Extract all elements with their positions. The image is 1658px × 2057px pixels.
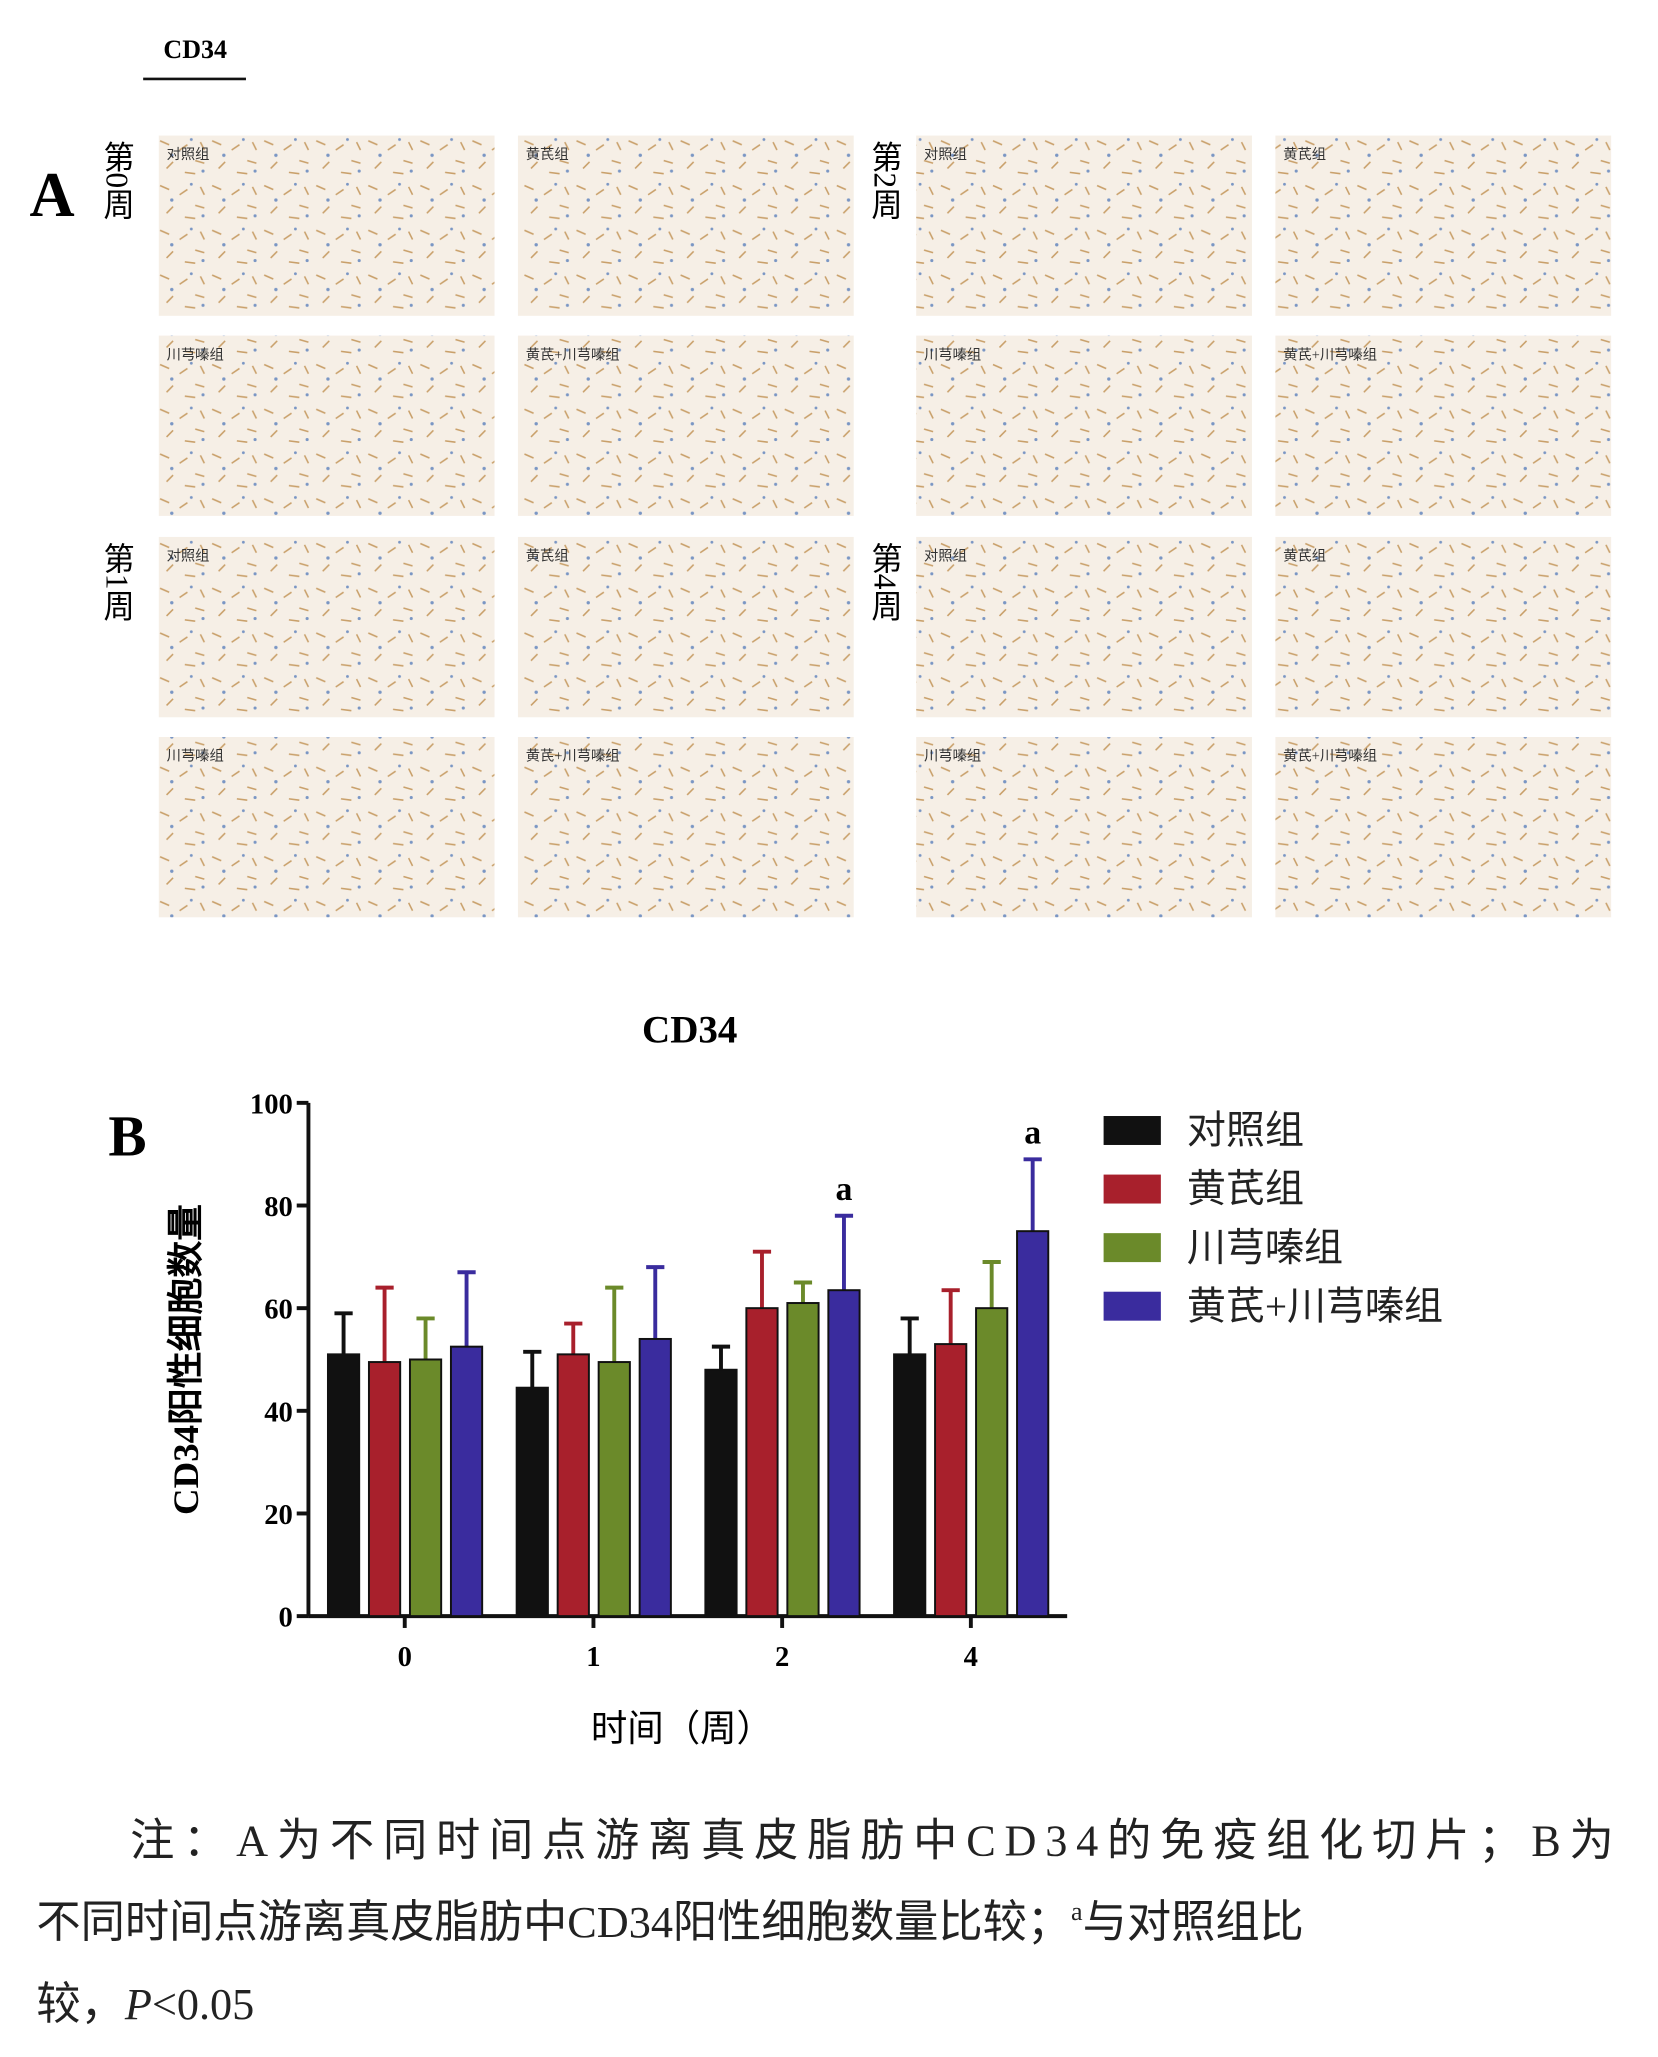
histology-image [517,736,854,918]
caption-text: 较， [36,1979,124,2029]
bar [449,1345,484,1618]
histology-image [916,736,1252,918]
histology-image [916,135,1252,316]
group-label: 对照组 [167,548,210,565]
legend-swatch [1103,1116,1161,1145]
group-label: 川芎嗪组 [167,748,224,765]
group-label: 黄芪组 [1283,146,1326,163]
caption-line: 较，P<0.05 [36,1979,254,2029]
week-label: 第1周 [100,542,135,622]
caption-text: 注：A为不同时间点游离真皮脂肪中CD34的免疫组化切片；B为 [130,1815,1614,1865]
y-axis-label: CD34阳性细胞数量 [165,1204,206,1515]
bar [408,1358,443,1618]
bar [704,1368,738,1618]
week-label: 第4周 [868,542,903,622]
group-label: 川芎嗪组 [167,346,224,363]
bar [934,1343,968,1618]
legend-label: 对照组 [1187,1109,1304,1152]
bar [556,1353,590,1618]
y-tick-label: 60 [264,1294,293,1326]
caption-line: 不同时间点游离真皮脂肪中CD34阳性细胞数量比较；a与对照组比 [36,1897,1303,1947]
histology-image [517,335,854,516]
stain-label: CD34 [163,35,227,64]
x-tick-label: 2 [775,1641,789,1673]
significance-label: a [836,1171,853,1208]
caption-line: 注：A为不同时间点游离真皮脂肪中CD34的免疫组化切片；B为 [130,1815,1614,1865]
group-label: 黄芪组 [1283,548,1326,565]
legend-swatch [1103,1291,1161,1321]
histology-image [517,536,854,718]
panel-label: A [29,160,74,230]
bar [745,1307,779,1618]
bar [827,1289,861,1618]
bar [326,1353,361,1618]
histology-image [1275,536,1612,718]
legend-label: 黄芪组 [1187,1168,1304,1211]
bar [893,1353,927,1618]
group-label: 黄芪组 [526,548,569,565]
caption-italic: P [124,1979,152,2029]
group-label: 对照组 [924,548,967,565]
histology-image [158,335,495,516]
week-label: 第2周 [868,140,903,220]
bar [597,1361,631,1618]
chart-title: CD34 [642,1008,737,1051]
bar [786,1302,820,1618]
histology-image [158,135,495,316]
bar [638,1337,672,1618]
x-axis-label: 时间（周） [591,1708,773,1749]
histology-image [158,536,495,718]
group-label: 黄芪组 [526,146,569,163]
x-tick-label: 4 [964,1641,978,1673]
caption-superscript: a [1071,1897,1083,1926]
group-label: 黄芪+川芎嗪组 [1283,346,1377,363]
histology-image [916,335,1252,516]
caption-text: 不同时间点游离真皮脂肪中CD34阳性细胞数量比较； [36,1897,1071,1947]
legend-swatch [1103,1174,1161,1204]
legend-label: 川芎嗪组 [1187,1227,1343,1270]
significance-label: a [1024,1114,1041,1151]
group-label: 黄芪+川芎嗪组 [526,346,620,363]
group-label: 黄芪+川芎嗪组 [526,748,620,765]
y-tick-label: 40 [264,1396,293,1428]
y-tick-label: 20 [264,1499,293,1531]
y-tick-label: 0 [279,1602,293,1634]
bar [975,1307,1009,1618]
caption-text: <0.05 [152,1979,254,2029]
group-label: 对照组 [924,146,967,163]
histology-image [1275,736,1612,918]
y-tick-label: 100 [250,1088,293,1120]
x-tick-label: 1 [586,1641,600,1673]
legend-swatch [1103,1233,1161,1263]
histology-image [158,736,495,918]
bar [515,1386,549,1618]
group-label: 川芎嗪组 [924,748,981,765]
histology-image [1275,335,1612,516]
week-label: 第0周 [100,140,135,220]
y-tick-label: 80 [264,1191,293,1223]
group-label: 对照组 [167,146,210,163]
x-tick-label: 0 [398,1641,412,1673]
group-label: 黄芪+川芎嗪组 [1283,748,1377,765]
histology-image [1275,135,1612,316]
caption-text: 与对照组比 [1083,1897,1304,1947]
panel-label: B [108,1105,146,1168]
legend-label: 黄芪+川芎嗪组 [1187,1285,1443,1328]
bar [367,1361,402,1618]
bar [1016,1230,1050,1618]
group-label: 川芎嗪组 [924,346,981,363]
histology-image [916,536,1252,718]
histology-image [517,135,854,316]
